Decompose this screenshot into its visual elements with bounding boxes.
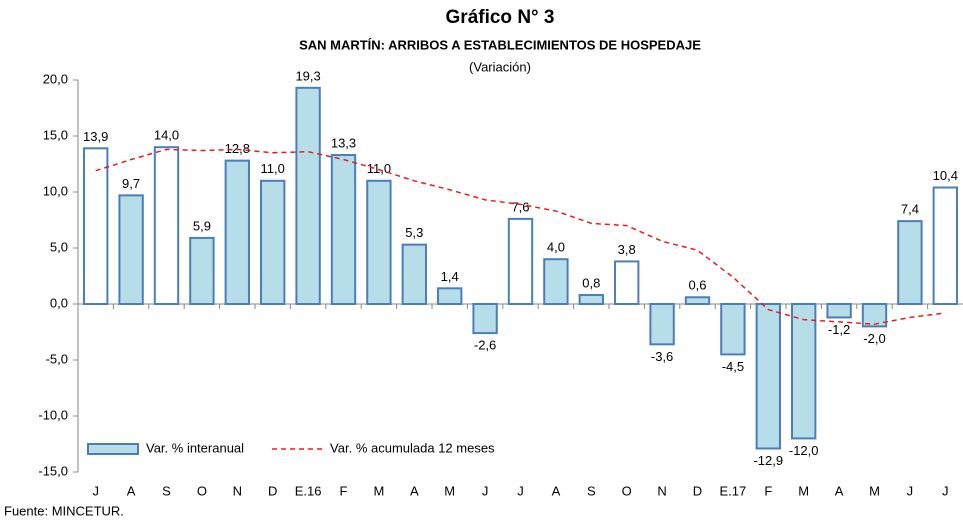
x-tick-label: A — [410, 483, 419, 498]
data-label: 9,7 — [122, 176, 140, 191]
bar — [472, 303, 498, 335]
legend-label: Var. % interanual — [146, 440, 244, 455]
chart-title: Gráfico N° 3 — [446, 7, 555, 28]
data-label: 5,9 — [193, 218, 211, 233]
bar — [684, 296, 711, 305]
y-tick-label: 0,0 — [50, 295, 68, 310]
data-label: 1,4 — [441, 269, 459, 284]
y-tick-label: -15,0 — [38, 463, 68, 478]
data-label: -2,0 — [863, 331, 885, 346]
data-label: 3,8 — [618, 242, 636, 257]
bar — [755, 303, 781, 450]
y-tick-label: -5,0 — [46, 351, 68, 366]
x-tick-label: A — [552, 483, 561, 498]
data-label: 0,6 — [688, 278, 706, 293]
data-label: -1,2 — [828, 322, 850, 337]
x-tick-label: M — [444, 483, 455, 498]
data-label: 0,8 — [582, 275, 600, 290]
x-tick-label: N — [657, 483, 666, 498]
data-label: 11,0 — [261, 161, 285, 176]
bar — [826, 303, 852, 319]
x-tick-label: M — [373, 483, 384, 498]
bar — [861, 303, 888, 328]
data-label: -3,6 — [651, 349, 673, 364]
bar — [649, 303, 675, 346]
bar — [366, 179, 392, 305]
x-tick-label: S — [162, 483, 171, 498]
data-label: 10,4 — [933, 168, 958, 183]
bar — [507, 217, 534, 306]
bar — [189, 236, 215, 305]
x-tick-label: E.16 — [295, 483, 322, 498]
chart-subtitle: SAN MARTÍN: ARRIBOS A ESTABLECIMIENTOS D… — [299, 37, 701, 52]
data-label: 7,6 — [511, 199, 529, 214]
line — [95, 148, 946, 325]
data-label: 12,8 — [225, 141, 250, 156]
legend-label: Var. % acumulada 12 meses — [330, 440, 495, 455]
data-label: -12,0 — [789, 443, 819, 458]
x-tick-label: O — [197, 483, 207, 498]
annotation: (Variación) — [469, 59, 531, 74]
x-tick-label: M — [869, 483, 880, 498]
bar — [897, 220, 923, 305]
x-tick-label: E.17 — [720, 483, 747, 498]
x-tick-label: J — [92, 483, 99, 498]
x-tick-label: O — [622, 483, 632, 498]
data-label: 11,0 — [367, 161, 391, 176]
bar — [295, 86, 321, 305]
data-label: 13,9 — [83, 129, 108, 144]
bar — [791, 303, 817, 440]
source: Fuente: MINCETUR. — [4, 503, 124, 518]
x-tick-label: F — [764, 483, 772, 498]
data-label: 19,3 — [295, 68, 320, 83]
x-tick-label: N — [233, 483, 242, 498]
data-label: -12,9 — [753, 453, 783, 468]
x-tick-label: J — [942, 483, 949, 498]
data-label: -4,5 — [722, 359, 744, 374]
x-tick-label: J — [907, 483, 914, 498]
data-label: 7,4 — [901, 202, 919, 217]
x-tick-label: S — [587, 483, 596, 498]
bar — [720, 303, 746, 356]
bar — [260, 179, 286, 305]
bar — [224, 159, 250, 305]
y-tick-label: -10,0 — [38, 407, 68, 422]
bar — [437, 287, 463, 306]
bar — [330, 154, 357, 305]
x-tick-label: A — [835, 483, 844, 498]
x-tick-label: A — [127, 483, 136, 498]
data-label: 5,3 — [405, 225, 423, 240]
x-tick-label: D — [693, 483, 702, 498]
bar — [401, 243, 427, 305]
y-tick-label: 10,0 — [43, 183, 68, 198]
y-tick-label: 15,0 — [43, 127, 68, 142]
x-tick-label: F — [340, 483, 348, 498]
x-tick-label: J — [517, 483, 524, 498]
bar — [932, 186, 958, 306]
data-label: 4,0 — [547, 240, 565, 255]
y-tick-label: 20,0 — [43, 71, 68, 86]
x-tick-label: M — [798, 483, 809, 498]
bar — [83, 147, 109, 305]
x-tick-label: D — [268, 483, 277, 498]
y-tick-label: 5,0 — [50, 239, 68, 254]
data-label: -2,6 — [474, 338, 496, 353]
data-label: 14,0 — [154, 128, 179, 143]
data-label: 13,3 — [331, 135, 356, 150]
x-tick-label: J — [482, 483, 489, 498]
legend-swatch — [87, 443, 139, 455]
bar — [578, 294, 604, 306]
bar — [153, 146, 180, 305]
bar — [118, 194, 144, 305]
bar — [614, 260, 640, 306]
bar — [543, 258, 569, 306]
